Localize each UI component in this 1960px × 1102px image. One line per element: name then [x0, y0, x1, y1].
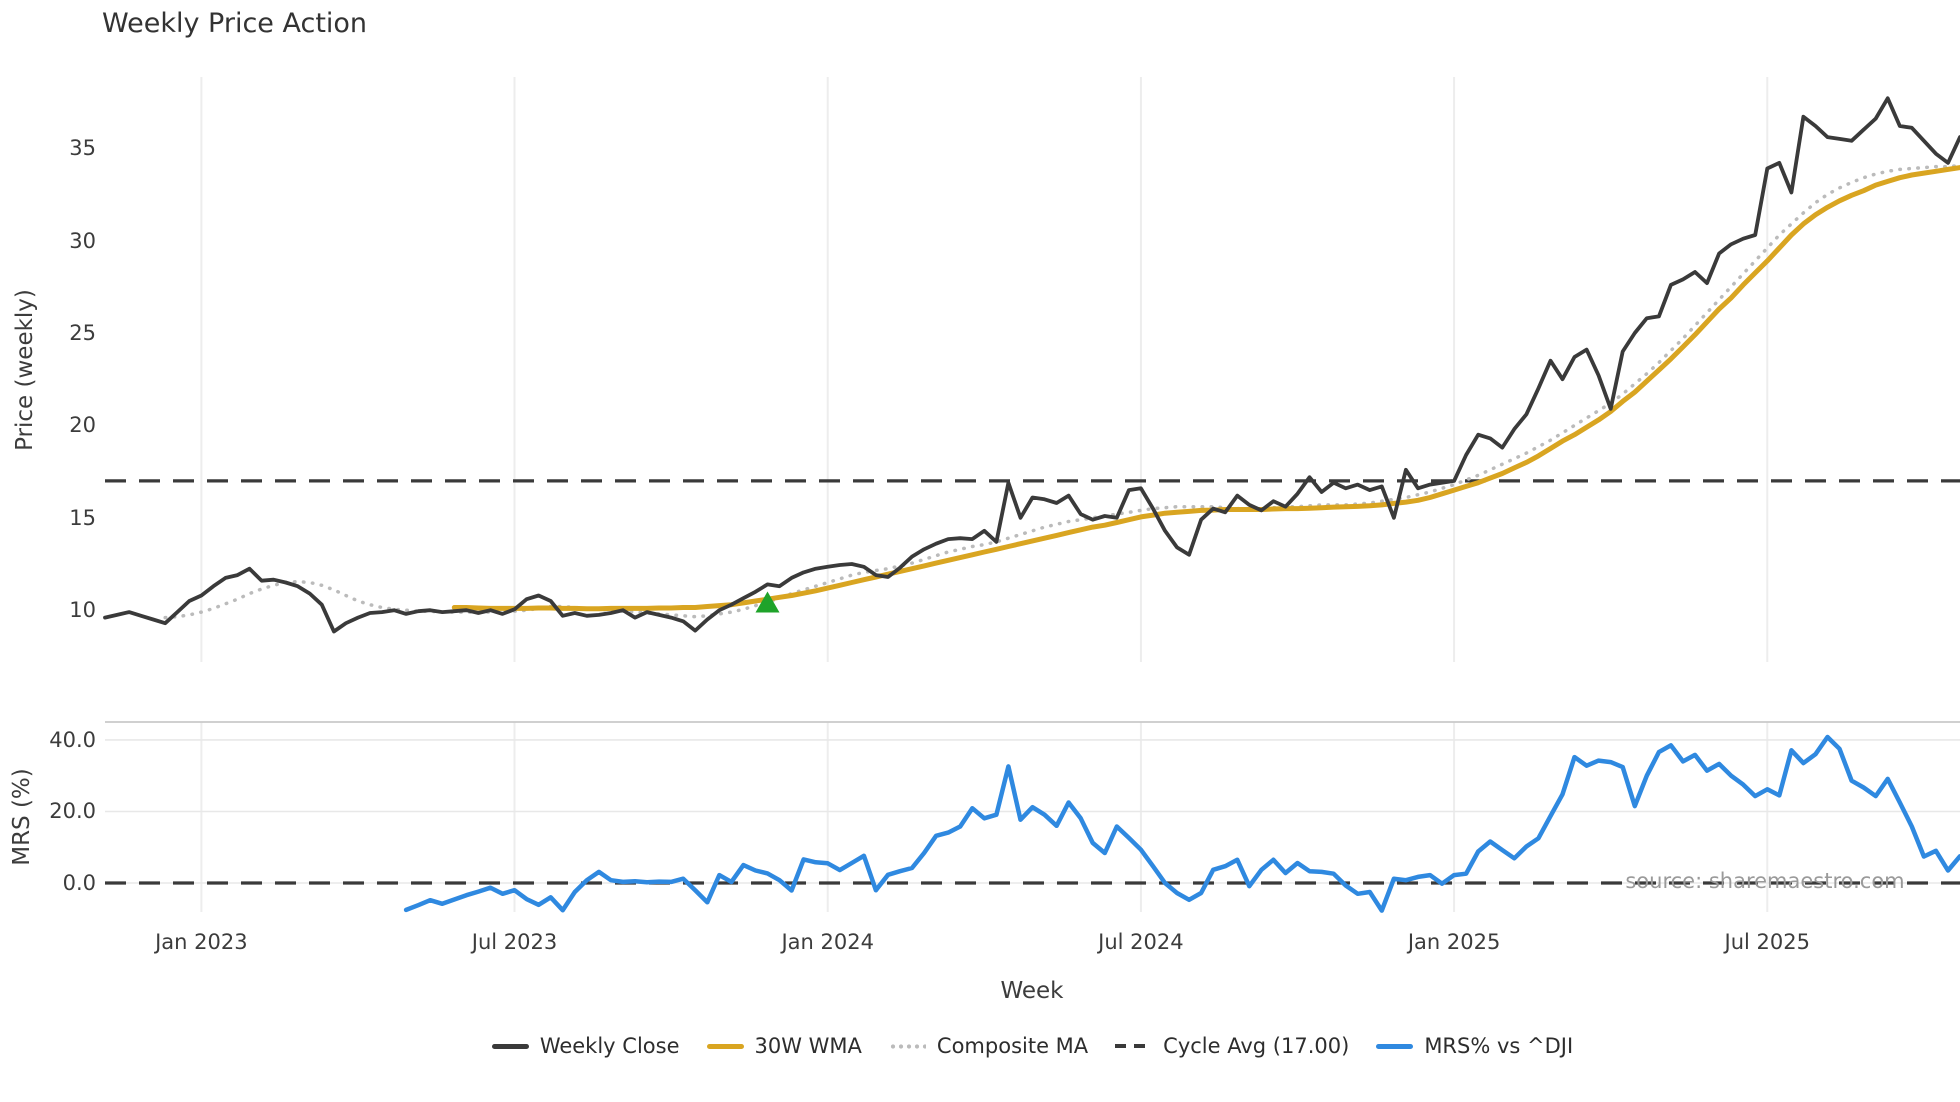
x-axis-label: Week	[1000, 978, 1064, 1004]
legend-label: 30W WMA	[754, 1034, 862, 1058]
legend-item-cycle-avg: Cycle Avg (17.00)	[1115, 1034, 1349, 1058]
wma-swatch-icon	[706, 1043, 744, 1049]
y-tick-label: 15	[69, 505, 96, 530]
composite-ma-swatch-icon	[888, 1043, 926, 1049]
x-tick-label: Jan 2023	[155, 930, 248, 954]
x-tick-label: Jul 2024	[1098, 930, 1184, 954]
y-tick-label: 30	[69, 228, 96, 253]
legend-label: MRS% vs ^DJI	[1424, 1034, 1574, 1058]
series-composite-ma	[163, 163, 1960, 620]
legend-label: Cycle Avg (17.00)	[1163, 1034, 1350, 1058]
chart-legend: Weekly Close 30W WMA Composite MA Cycle …	[105, 1034, 1960, 1058]
chart-title: Weekly Price Action	[102, 8, 368, 39]
x-tick-label: Jan 2025	[1407, 930, 1501, 954]
legend-label: Composite MA	[936, 1034, 1089, 1058]
y-tick-label: 35	[69, 136, 96, 161]
y-tick-label: 10	[69, 598, 96, 623]
weekly-close-swatch-icon	[491, 1043, 529, 1049]
y-tick-label: 0.0	[62, 871, 96, 896]
series-weekly-close	[103, 96, 1960, 634]
y-tick-label: 25	[69, 320, 96, 345]
source-watermark: source: sharemaestro.com	[1625, 869, 1905, 893]
y-tick-label: 20.0	[49, 799, 96, 824]
y-tick-label: 20	[69, 413, 96, 438]
legend-item-mrs: MRS% vs ^DJI	[1376, 1034, 1573, 1058]
legend-label: Weekly Close	[539, 1034, 680, 1058]
cycle-avg-swatch-icon	[1115, 1044, 1153, 1048]
x-tick-label: Jul 2023	[471, 930, 558, 954]
series-mrs-vs-dji	[403, 734, 1960, 913]
legend-item-weekly-close: Weekly Close	[491, 1034, 680, 1058]
legend-item-composite-ma: Composite MA	[888, 1034, 1089, 1058]
legend-item-30w-wma: 30W WMA	[706, 1034, 862, 1058]
mrs-swatch-icon	[1376, 1043, 1414, 1049]
series-30w-wma	[451, 165, 1960, 612]
x-tick-label: Jul 2025	[1724, 930, 1810, 954]
x-tick-label: Jan 2024	[781, 930, 874, 954]
buy-signal-triangle-icon	[755, 591, 780, 613]
y-tick-label: 40.0	[49, 727, 96, 752]
